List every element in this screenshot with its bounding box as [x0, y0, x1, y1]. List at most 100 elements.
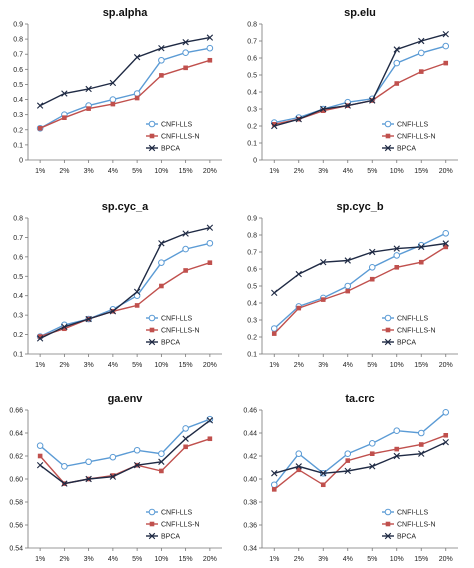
panel-sp-alpha-x-tick-label: 5%: [132, 168, 142, 175]
panel-sp-cyc-b-series-cnfi-lls-point: [270, 325, 278, 332]
panel-ga-env-series-bpca-point: [36, 462, 44, 469]
panel-sp-alpha-series-cnfi-lls-line: [39, 47, 211, 129]
panel-sp-cyc-a-series-bpca-point: [182, 230, 189, 237]
legend-entry-cnfi-lls: CNFI-LLS: [382, 314, 428, 323]
panel-sp-cyc-b-series-bpca-line: [273, 242, 446, 294]
panel-sp-alpha-series-bpca-point: [133, 54, 141, 61]
legend-entry-bpca: BPCA: [146, 532, 180, 541]
panel-sp-elu-y-tick-label: 0.8: [247, 22, 257, 29]
panel-sp-cyc-b-series-cnfi-lls-n-point: [394, 265, 400, 270]
panel-sp-alpha-y-tick-label: 0.4: [13, 97, 23, 104]
panel-sp-cyc-a-series-cnfi-lls-point: [158, 259, 165, 266]
panel-sp-cyc-b-y-tick-label: 0.3: [247, 318, 257, 325]
panel-sp-cyc-b-series-cnfi-lls-n-point: [369, 276, 375, 282]
panel-sp-cyc-b-x-tick-label: 3%: [318, 362, 328, 369]
panel-sp-cyc-b-series-cnfi-lls-point: [368, 264, 376, 271]
panel-sp-cyc-a-x-tick-label: 3%: [84, 362, 94, 369]
panel-sp-cyc-b-legend: CNFI-LLS CNFI-LLS-N BPCA: [382, 314, 436, 347]
panel-sp-alpha-series-cnfi-lls-point: [109, 96, 117, 103]
panel-ga-env-series-bpca-line: [39, 419, 211, 485]
panel-sp-alpha-y-tick-label: 0.2: [13, 127, 23, 134]
panel-ga-env-series-bpca-point: [109, 473, 117, 480]
panel-ga-env-x-tick-label: 3%: [84, 556, 94, 563]
panel-sp-alpha-series-bpca-line: [39, 36, 211, 107]
x-mark-icon: [384, 532, 392, 540]
legend-label: CNFI-LLS: [161, 316, 192, 323]
panel-ta-crc-series-cnfi-lls-point: [442, 409, 450, 416]
panel-ta-crc-series-bpca-point: [271, 470, 278, 477]
panel-ta-crc-series-cnfi-lls-n-point: [443, 433, 449, 438]
panel-sp-elu-title: sp.elu: [344, 7, 376, 19]
panel-sp-cyc-b-x-tick-label: 15%: [414, 362, 428, 369]
panel-sp-cyc-a-y-tick-label: 0.2: [13, 332, 23, 339]
legend-label: CNFI-LLS: [161, 510, 192, 517]
panel-ta-crc-y-tick-label: 0.34: [243, 546, 257, 553]
x-mark-icon: [384, 338, 392, 346]
panel-sp-elu-x-tick-label: 2%: [294, 168, 304, 175]
panel-sp-elu-series-bpca-point: [369, 97, 376, 104]
panel-sp-cyc-b-y-tick-label: 0.6: [247, 267, 257, 274]
panel-ta-crc-x-tick-label: 4%: [343, 556, 353, 563]
panel-sp-elu-y-tick-label: 0: [253, 158, 257, 165]
panel-sp-alpha-series-cnfi-lls-n-point: [183, 65, 188, 71]
panel-ga-env-series-cnfi-lls-n-point: [183, 444, 188, 450]
panel-sp-cyc-b-y-tick-label: 0.7: [247, 250, 257, 257]
panel-ga-env: ga.env 0.54 0.56 0.58 0.60 0.62 0.64 0.66 1% 2% 3%…: [9, 393, 222, 563]
panel-sp-alpha-series-cnfi-lls-n-point: [207, 57, 213, 63]
legend-label: CNFI-LLS: [397, 316, 428, 323]
panel-ta-crc-y-tick-label: 0.40: [243, 477, 257, 484]
legend-entry-bpca: BPCA: [146, 144, 180, 153]
panel-ta-crc: ta.crc 0.34 0.36 0.38 0.40 0.42 0.44 0.46 1% 2% 3%…: [243, 393, 458, 563]
legend-label: CNFI-LLS: [397, 122, 428, 129]
legend-entry-cnfi-lls-n: CNFI-LLS-N: [382, 522, 436, 529]
panel-sp-cyc-a-series-cnfi-lls-point: [133, 292, 141, 300]
legend-entry-cnfi-lls-n: CNFI-LLS-N: [382, 328, 436, 335]
legend-entry-cnfi-lls: CNFI-LLS: [382, 120, 428, 129]
panel-sp-cyc-a-legend: CNFI-LLS CNFI-LLS-N BPCA: [146, 314, 200, 347]
legend-label: CNFI-LLS-N: [397, 522, 436, 529]
panel-ga-env-x-tick-label: 5%: [132, 556, 142, 563]
panel-sp-cyc-a-series-bpca-point: [85, 315, 92, 323]
panel-sp-elu-y-tick-label: 0.1: [247, 141, 257, 148]
panel-ta-crc-series-bpca-point: [320, 470, 327, 477]
panel-sp-cyc-a-x-tick-label: 2%: [59, 362, 69, 369]
panel-sp-cyc-b-series-bpca-point: [418, 243, 425, 251]
panel-sp-elu-series-cnfi-lls-point: [442, 42, 450, 50]
panel-sp-alpha-y-tick-label: 0.3: [13, 112, 23, 119]
panel-sp-cyc-a: sp.cyc_a 0.1 0.2 0.3 0.4 0.5 0.6 0.7 0.8 1% 2% 3% 4%…: [13, 201, 222, 369]
panel-sp-cyc-a-x-tick-label: 10%: [154, 362, 168, 369]
open-circle-icon: [384, 508, 392, 516]
panel-sp-cyc-a-y-tick-label: 0.6: [13, 254, 23, 261]
panel-ta-crc-series-bpca-point: [393, 452, 400, 460]
panel-sp-cyc-a-series-bpca-point: [109, 308, 117, 315]
panel-sp-cyc-b-series-cnfi-lls-n-point: [271, 331, 277, 336]
panel-ta-crc-series-cnfi-lls-n-point: [296, 467, 302, 473]
panel-ga-env-y-tick-label: 0.64: [9, 431, 23, 438]
x-mark-icon: [148, 338, 156, 346]
panel-sp-elu-y-tick-label: 0.2: [247, 124, 257, 131]
panel-sp-elu-y-tick-label: 0.4: [247, 90, 257, 97]
panel-ta-crc-series-cnfi-lls-n: [271, 433, 449, 492]
panel-ta-crc-x-tick-label: 2%: [294, 556, 304, 563]
panel-ta-crc-series-cnfi-lls-n-point: [418, 442, 424, 447]
panel-ga-env-series-cnfi-lls-point: [158, 450, 165, 458]
panel-sp-elu-x-tick-label: 15%: [414, 168, 428, 175]
panel-sp-elu-series-bpca-point: [320, 105, 327, 113]
panel-sp-alpha-y-tick-label: 0.9: [13, 22, 23, 29]
panel-ta-crc-y-tick-label: 0.44: [243, 431, 257, 438]
panel-sp-elu-series-bpca-point: [295, 116, 302, 123]
panel-sp-cyc-a-series-cnfi-lls-line: [39, 242, 211, 338]
panel-sp-cyc-b-series-cnfi-lls-point: [344, 282, 352, 290]
panel-ga-env-series-cnfi-lls-n-point: [37, 453, 43, 459]
legend-entry-bpca: BPCA: [382, 338, 416, 347]
panel-sp-cyc-a-y-tick-label: 0.1: [13, 352, 23, 359]
panel-sp-cyc-b-series-cnfi-lls-point: [393, 252, 401, 259]
panel-sp-alpha-series-cnfi-lls-n-point: [37, 125, 43, 131]
panel-sp-cyc-a-series-cnfi-lls-n-point: [37, 334, 43, 339]
panel-ta-crc-x-tick-label: 3%: [318, 556, 328, 563]
panel-sp-alpha-series-bpca-point: [206, 34, 214, 41]
panel-sp-alpha-series-cnfi-lls-point: [182, 49, 189, 57]
legend-entry-cnfi-lls-n: CNFI-LLS-N: [146, 522, 200, 529]
panel-sp-elu-series-bpca-point: [393, 46, 400, 53]
panel-sp-cyc-b-y-tick-label: 0.4: [247, 301, 257, 308]
